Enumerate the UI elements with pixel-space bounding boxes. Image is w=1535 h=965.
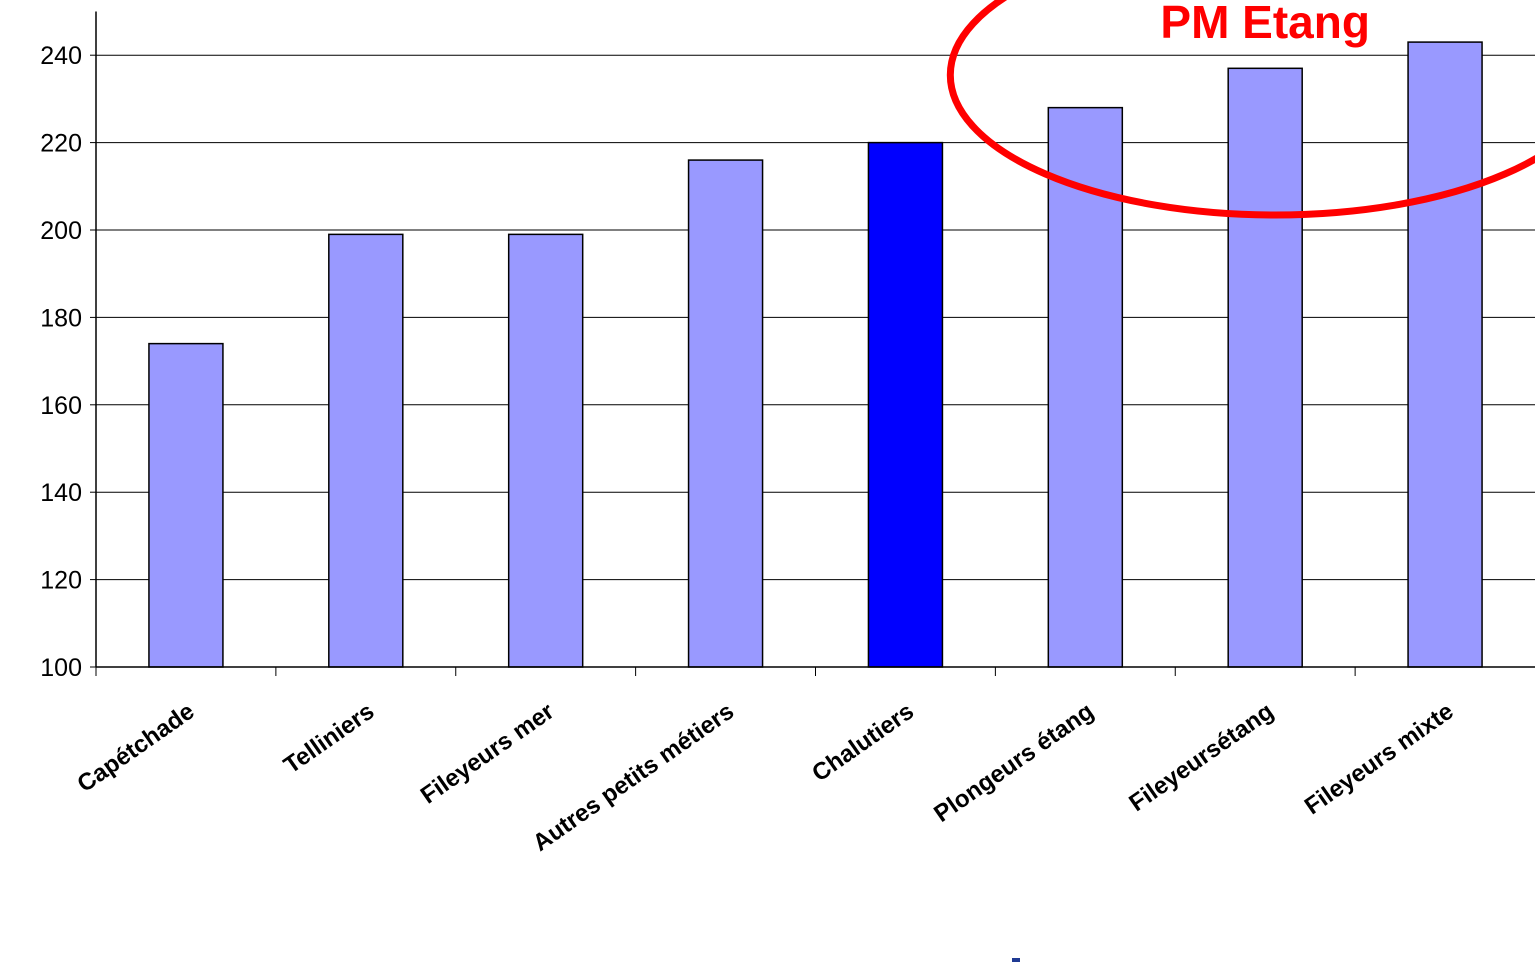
x-tick-labels: Capétchade Telliniers Fileyeurs merAutres … bbox=[72, 698, 1458, 857]
x-tick-label: Telliniers bbox=[279, 698, 379, 780]
x-tick-label: Plongeurs étang bbox=[929, 698, 1099, 828]
bar bbox=[1407, 41, 1483, 668]
y-tick-label: 140 bbox=[40, 479, 82, 507]
bar bbox=[1227, 67, 1303, 668]
y-tick-labels: 100 120 140 160 180 200 220 240 bbox=[40, 42, 82, 682]
x-tick-label: Fileyeurs mixte bbox=[1300, 698, 1459, 820]
bar bbox=[867, 141, 944, 668]
x-tick-label: Fileyeursétang bbox=[1124, 698, 1278, 817]
annotation-ellipse bbox=[946, 0, 1535, 219]
axes bbox=[90, 11, 1535, 676]
gridlines bbox=[96, 54, 1535, 581]
bars bbox=[148, 41, 1483, 668]
y-tick-label: 180 bbox=[40, 304, 82, 332]
bar bbox=[507, 233, 584, 668]
bar bbox=[687, 159, 764, 668]
y-tick-label: 220 bbox=[40, 130, 82, 158]
annotation-label: PM Etang bbox=[1160, 0, 1370, 48]
y-tick-label: 120 bbox=[40, 567, 82, 595]
y-tick-label: 200 bbox=[40, 217, 82, 245]
x-tick-label: Chalutiers bbox=[807, 698, 919, 787]
annotation: PM Etang bbox=[946, 0, 1535, 219]
x-tick-label: Autres petits métiers bbox=[528, 698, 739, 857]
x-tick-label: Fileyeurs mer bbox=[416, 698, 559, 810]
y-tick-label: 160 bbox=[40, 392, 82, 420]
dash-mark bbox=[1012, 958, 1020, 962]
y-tick-label: 100 bbox=[40, 654, 82, 682]
x-tick-label: Capétchade bbox=[72, 698, 199, 798]
bar bbox=[328, 233, 404, 668]
bar bbox=[148, 342, 224, 668]
y-tick-label: 240 bbox=[40, 42, 82, 70]
